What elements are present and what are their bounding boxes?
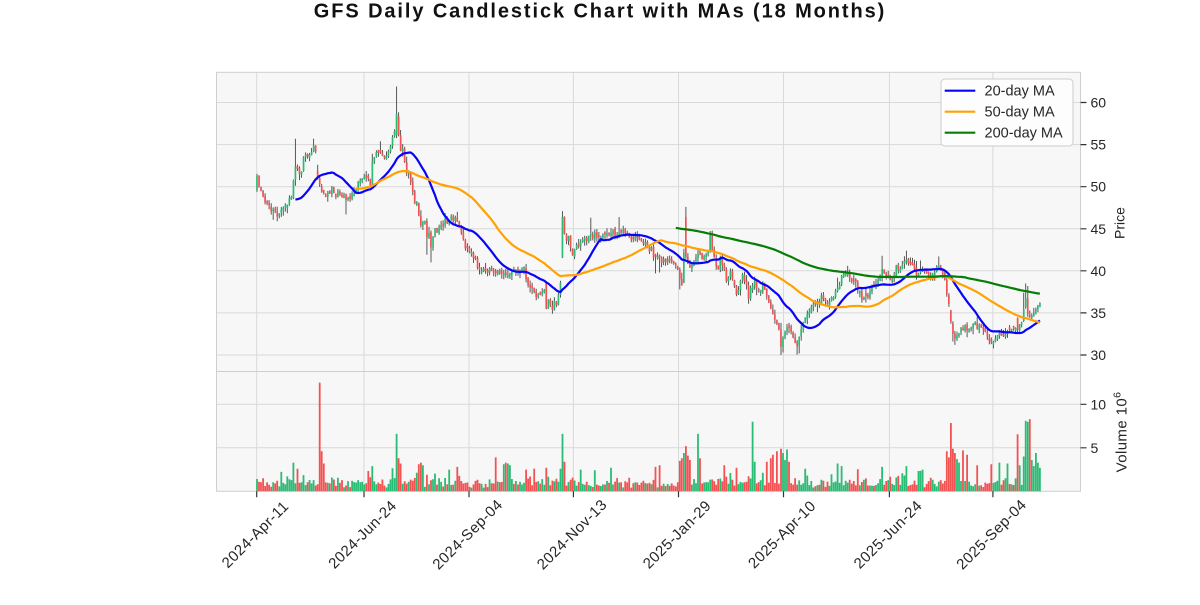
svg-text:Volume 106: Volume 106 xyxy=(1112,392,1131,473)
svg-text:Price: Price xyxy=(1112,207,1128,239)
svg-text:5: 5 xyxy=(1091,440,1099,456)
svg-text:30: 30 xyxy=(1091,347,1107,363)
svg-text:40: 40 xyxy=(1091,263,1107,279)
svg-text:20-day MA: 20-day MA xyxy=(985,84,1055,100)
svg-text:10: 10 xyxy=(1091,396,1107,412)
svg-text:45: 45 xyxy=(1091,221,1107,237)
svg-text:50: 50 xyxy=(1091,179,1107,195)
svg-text:60: 60 xyxy=(1091,95,1107,111)
svg-text:35: 35 xyxy=(1091,305,1107,321)
svg-text:GFS Daily Candlestick Chart wi: GFS Daily Candlestick Chart with MAs (18… xyxy=(314,1,886,23)
svg-text:200-day MA: 200-day MA xyxy=(985,126,1064,142)
svg-text:55: 55 xyxy=(1091,137,1107,153)
svg-text:50-day MA: 50-day MA xyxy=(985,105,1055,121)
